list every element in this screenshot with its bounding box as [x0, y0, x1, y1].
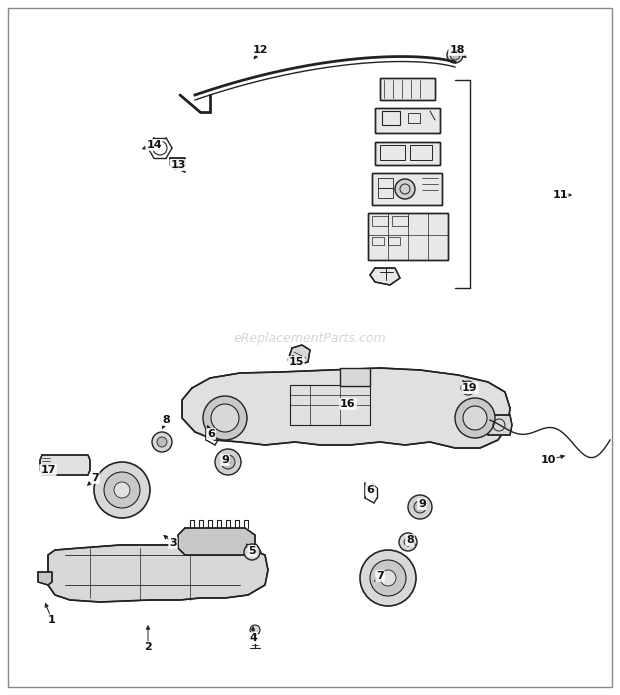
- Ellipse shape: [380, 570, 396, 586]
- Bar: [290, 385, 370, 425]
- Polygon shape: [380, 78, 435, 100]
- Ellipse shape: [399, 533, 417, 551]
- Bar: [340, 368, 370, 386]
- Polygon shape: [372, 173, 442, 205]
- Ellipse shape: [447, 47, 463, 63]
- Bar: [372, 237, 384, 245]
- Bar: [375, 108, 440, 133]
- Ellipse shape: [157, 437, 167, 447]
- Polygon shape: [38, 572, 52, 585]
- Polygon shape: [368, 213, 448, 260]
- Text: 18: 18: [450, 45, 465, 55]
- Ellipse shape: [203, 396, 247, 440]
- Ellipse shape: [450, 50, 460, 60]
- Bar: [392, 216, 408, 226]
- Polygon shape: [375, 108, 440, 133]
- Text: 7: 7: [376, 571, 384, 581]
- Text: 12: 12: [252, 45, 268, 55]
- Text: 5: 5: [248, 546, 256, 556]
- Ellipse shape: [152, 432, 172, 452]
- Ellipse shape: [94, 462, 150, 518]
- Bar: [408, 113, 420, 123]
- Ellipse shape: [360, 550, 416, 606]
- Bar: [368, 213, 448, 260]
- Ellipse shape: [455, 398, 495, 438]
- Ellipse shape: [250, 625, 260, 635]
- Ellipse shape: [404, 538, 412, 546]
- Text: 6: 6: [366, 485, 374, 495]
- Polygon shape: [375, 142, 440, 165]
- Text: 8: 8: [162, 415, 170, 425]
- Polygon shape: [170, 158, 185, 170]
- Text: 2: 2: [144, 642, 152, 652]
- Polygon shape: [486, 415, 512, 435]
- Bar: [378, 178, 393, 188]
- Text: 7: 7: [91, 473, 99, 483]
- Ellipse shape: [221, 455, 235, 469]
- Bar: [388, 237, 400, 245]
- Ellipse shape: [461, 381, 475, 395]
- Ellipse shape: [211, 404, 239, 432]
- Text: 9: 9: [221, 455, 229, 465]
- Bar: [382, 111, 400, 125]
- Polygon shape: [370, 268, 400, 285]
- Text: 1: 1: [48, 615, 56, 625]
- Ellipse shape: [414, 501, 426, 513]
- Bar: [372, 216, 388, 226]
- Bar: [380, 145, 405, 160]
- Polygon shape: [48, 543, 268, 602]
- Text: 15: 15: [288, 357, 304, 367]
- Ellipse shape: [370, 560, 406, 596]
- Ellipse shape: [244, 544, 260, 560]
- Polygon shape: [182, 368, 510, 448]
- Ellipse shape: [463, 406, 487, 430]
- Text: 16: 16: [340, 399, 356, 409]
- Ellipse shape: [408, 495, 432, 519]
- Ellipse shape: [114, 482, 130, 498]
- Polygon shape: [288, 345, 310, 365]
- Text: 17: 17: [40, 465, 56, 475]
- Text: 3: 3: [169, 538, 177, 548]
- Text: 9: 9: [418, 499, 426, 509]
- Text: 6: 6: [207, 429, 215, 439]
- Ellipse shape: [215, 449, 241, 475]
- Text: 8: 8: [406, 535, 414, 545]
- Text: 19: 19: [462, 383, 478, 393]
- Text: 10: 10: [540, 455, 556, 465]
- Bar: [380, 78, 435, 100]
- Text: eReplacementParts.com: eReplacementParts.com: [234, 332, 386, 345]
- Ellipse shape: [104, 472, 140, 508]
- Bar: [372, 173, 442, 205]
- Bar: [378, 188, 393, 198]
- Bar: [410, 145, 432, 160]
- Text: 13: 13: [170, 160, 185, 170]
- Text: 11: 11: [552, 190, 568, 200]
- Text: 14: 14: [146, 140, 162, 150]
- Polygon shape: [178, 528, 255, 555]
- Bar: [375, 142, 440, 165]
- Polygon shape: [40, 455, 90, 475]
- Ellipse shape: [395, 179, 415, 199]
- Text: 4: 4: [249, 633, 257, 643]
